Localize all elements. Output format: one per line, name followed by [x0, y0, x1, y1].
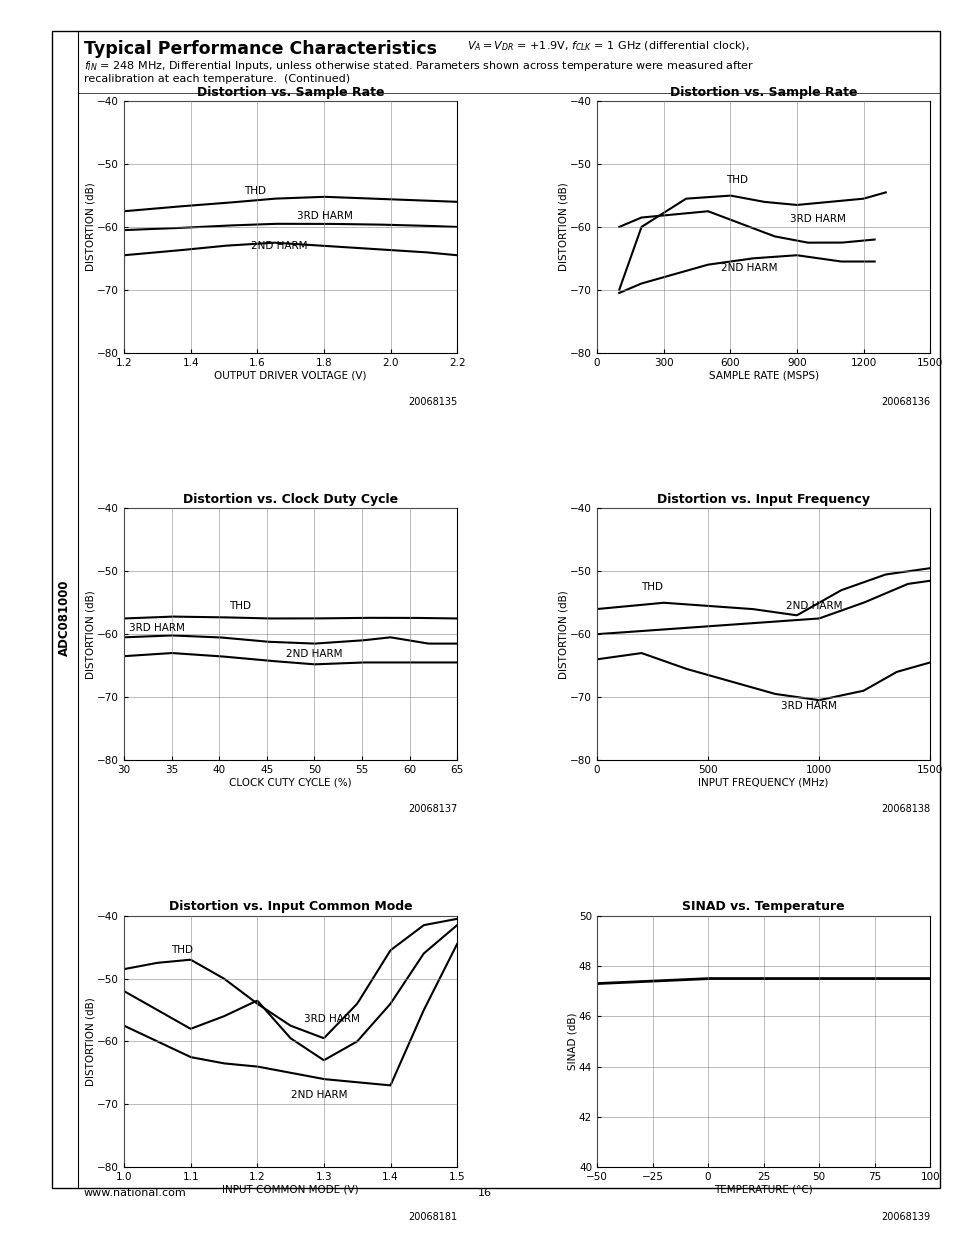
Text: 20068136: 20068136 [881, 398, 929, 408]
X-axis label: TEMPERATURE (°C): TEMPERATURE (°C) [714, 1184, 812, 1194]
Text: 2ND HARM: 2ND HARM [251, 241, 307, 251]
Text: 3RD HARM: 3RD HARM [781, 701, 837, 711]
X-axis label: INPUT COMMON MODE (V): INPUT COMMON MODE (V) [222, 1184, 358, 1194]
Title: Distortion vs. Clock Duty Cycle: Distortion vs. Clock Duty Cycle [183, 493, 397, 506]
Text: 16: 16 [477, 1188, 491, 1198]
Text: THD: THD [640, 582, 662, 592]
Y-axis label: SINAD (dB): SINAD (dB) [567, 1013, 577, 1071]
Text: 20068138: 20068138 [881, 804, 929, 814]
Text: 20068137: 20068137 [408, 804, 456, 814]
Text: ADC081000: ADC081000 [58, 579, 71, 656]
Text: THD: THD [171, 945, 193, 955]
Text: 20068181: 20068181 [408, 1212, 456, 1221]
Text: 20068135: 20068135 [408, 398, 456, 408]
Y-axis label: DISTORTION (dB): DISTORTION (dB) [86, 997, 96, 1086]
Text: THD: THD [725, 175, 747, 185]
Y-axis label: DISTORTION (dB): DISTORTION (dB) [558, 183, 568, 272]
Y-axis label: DISTORTION (dB): DISTORTION (dB) [86, 183, 96, 272]
Text: 3RD HARM: 3RD HARM [297, 211, 353, 221]
Text: 20068139: 20068139 [881, 1212, 929, 1221]
Text: $V_A = V_{DR}$ = +1.9V, $f_{CLK}$ = 1 GHz (differential clock),: $V_A = V_{DR}$ = +1.9V, $f_{CLK}$ = 1 GH… [467, 40, 749, 53]
Text: recalibration at each temperature.  (Continued): recalibration at each temperature. (Cont… [84, 74, 350, 84]
Title: Distortion vs. Sample Rate: Distortion vs. Sample Rate [196, 85, 384, 99]
Text: 3RD HARM: 3RD HARM [129, 622, 185, 632]
Text: THD: THD [229, 601, 251, 611]
Text: www.national.com: www.national.com [84, 1188, 187, 1198]
Text: 2ND HARM: 2ND HARM [286, 650, 342, 659]
Y-axis label: DISTORTION (dB): DISTORTION (dB) [86, 590, 96, 678]
X-axis label: INPUT FREQUENCY (MHz): INPUT FREQUENCY (MHz) [698, 778, 828, 788]
X-axis label: OUTPUT DRIVER VOLTAGE (V): OUTPUT DRIVER VOLTAGE (V) [214, 370, 367, 380]
X-axis label: SAMPLE RATE (MSPS): SAMPLE RATE (MSPS) [708, 370, 818, 380]
Title: Distortion vs. Sample Rate: Distortion vs. Sample Rate [669, 85, 857, 99]
X-axis label: CLOCK CUTY CYCLE (%): CLOCK CUTY CYCLE (%) [229, 778, 352, 788]
Title: Distortion vs. Input Frequency: Distortion vs. Input Frequency [657, 493, 869, 506]
Text: 3RD HARM: 3RD HARM [304, 1014, 359, 1024]
Text: THD: THD [244, 185, 266, 195]
Text: 2ND HARM: 2ND HARM [720, 263, 777, 273]
Title: Distortion vs. Input Common Mode: Distortion vs. Input Common Mode [169, 900, 412, 913]
Text: Typical Performance Characteristics: Typical Performance Characteristics [84, 40, 436, 58]
Text: 2ND HARM: 2ND HARM [291, 1089, 347, 1100]
Text: 2ND HARM: 2ND HARM [785, 601, 841, 611]
Y-axis label: DISTORTION (dB): DISTORTION (dB) [558, 590, 568, 678]
Text: 3RD HARM: 3RD HARM [789, 215, 845, 225]
Text: $f_{IN}$ = 248 MHz, Differential Inputs, unless otherwise stated. Parameters sho: $f_{IN}$ = 248 MHz, Differential Inputs,… [84, 59, 754, 73]
Title: SINAD vs. Temperature: SINAD vs. Temperature [681, 900, 844, 913]
